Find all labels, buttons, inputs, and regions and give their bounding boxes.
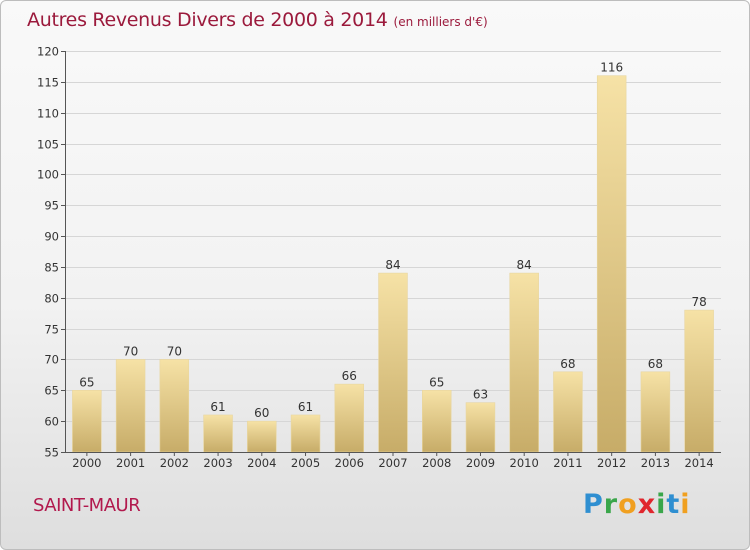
data-label: 70 bbox=[123, 344, 138, 358]
bar bbox=[596, 75, 627, 453]
logo-letter: i bbox=[680, 489, 691, 520]
y-tick-label: 100 bbox=[37, 168, 59, 182]
logo-letter: r bbox=[603, 489, 619, 520]
location-label: SAINT-MAUR bbox=[33, 495, 141, 516]
y-tick-label: 70 bbox=[44, 353, 59, 367]
x-tick-label: 2010 bbox=[510, 456, 539, 470]
x-tick-label: 2014 bbox=[684, 456, 713, 470]
x-tick-label: 2013 bbox=[641, 456, 670, 470]
bar bbox=[640, 371, 671, 453]
axes-group: 55 60 65 70 75 80 85 90 95 100 105 110 115 120 bbox=[37, 45, 721, 460]
x-tick-label: 2004 bbox=[247, 456, 276, 470]
x-tick-label: 2002 bbox=[160, 456, 189, 470]
data-label: 70 bbox=[167, 344, 182, 358]
chart-title-text: Autres Revenus Divers de 2000 à 2014 bbox=[27, 9, 388, 31]
data-label: 84 bbox=[517, 258, 532, 272]
bar bbox=[509, 272, 539, 453]
data-label: 116 bbox=[600, 61, 623, 75]
data-label: 65 bbox=[79, 375, 94, 389]
data-label: 66 bbox=[342, 369, 357, 383]
data-label: 78 bbox=[691, 295, 706, 309]
y-tick-label: 55 bbox=[44, 446, 59, 460]
data-label: 84 bbox=[385, 258, 400, 272]
bar bbox=[378, 272, 408, 453]
bar bbox=[553, 371, 583, 453]
bar bbox=[290, 414, 321, 453]
y-tick-label: 90 bbox=[44, 230, 59, 244]
y-tick-label: 75 bbox=[44, 323, 59, 337]
proxiti-logo[interactable]: Proxiti bbox=[583, 489, 691, 520]
x-tick-label: 2003 bbox=[203, 456, 232, 470]
bar bbox=[422, 390, 452, 453]
data-label: 63 bbox=[473, 388, 488, 402]
x-tick-label: 2001 bbox=[116, 456, 145, 470]
x-tick-label: 2012 bbox=[597, 456, 626, 470]
y-tick-label: 120 bbox=[37, 45, 59, 59]
chart-subtitle: (en milliers d'€) bbox=[393, 15, 488, 29]
data-label: 61 bbox=[210, 400, 225, 414]
y-tick-label: 85 bbox=[44, 261, 59, 275]
bar bbox=[247, 420, 277, 453]
logo-letter: t bbox=[666, 489, 681, 520]
chart-title: Autres Revenus Divers de 2000 à 2014 (en … bbox=[27, 9, 488, 31]
y-tick-label: 80 bbox=[44, 292, 59, 306]
data-label: 68 bbox=[648, 357, 663, 371]
x-tick-label: 2006 bbox=[335, 456, 364, 470]
x-tick-label: 2011 bbox=[553, 456, 582, 470]
logo-letter: P bbox=[583, 489, 604, 520]
data-label: 61 bbox=[298, 400, 313, 414]
bar bbox=[684, 309, 714, 453]
logo-letter: i bbox=[656, 489, 667, 520]
y-tick-label: 115 bbox=[37, 76, 59, 90]
bar bbox=[72, 390, 102, 453]
x-tick-label: 2009 bbox=[466, 456, 495, 470]
logo-letter: x bbox=[637, 489, 657, 520]
bar bbox=[465, 402, 496, 453]
y-tick-label: 65 bbox=[44, 384, 59, 398]
y-tick-label: 105 bbox=[37, 138, 59, 152]
y-tick-label: 110 bbox=[37, 107, 59, 121]
bar bbox=[334, 383, 364, 453]
x-tick-label: 2005 bbox=[291, 456, 320, 470]
bar bbox=[115, 359, 146, 453]
labels-group: 65 2000 70 2001 70 2002 61 2003 60 2004 61 2005 66 20… bbox=[72, 61, 714, 470]
bar bbox=[159, 359, 190, 453]
x-tick-label: 2007 bbox=[378, 456, 407, 470]
y-tick-label: 60 bbox=[44, 415, 59, 429]
bar bbox=[203, 414, 233, 453]
x-tick-label: 2008 bbox=[422, 456, 451, 470]
bars-group bbox=[72, 75, 714, 453]
data-label: 60 bbox=[254, 406, 269, 420]
y-tick-label: 95 bbox=[44, 199, 59, 213]
logo-letter: o bbox=[618, 489, 638, 520]
x-tick-label: 2000 bbox=[72, 456, 101, 470]
data-label: 68 bbox=[560, 357, 575, 371]
data-label: 65 bbox=[429, 375, 444, 389]
